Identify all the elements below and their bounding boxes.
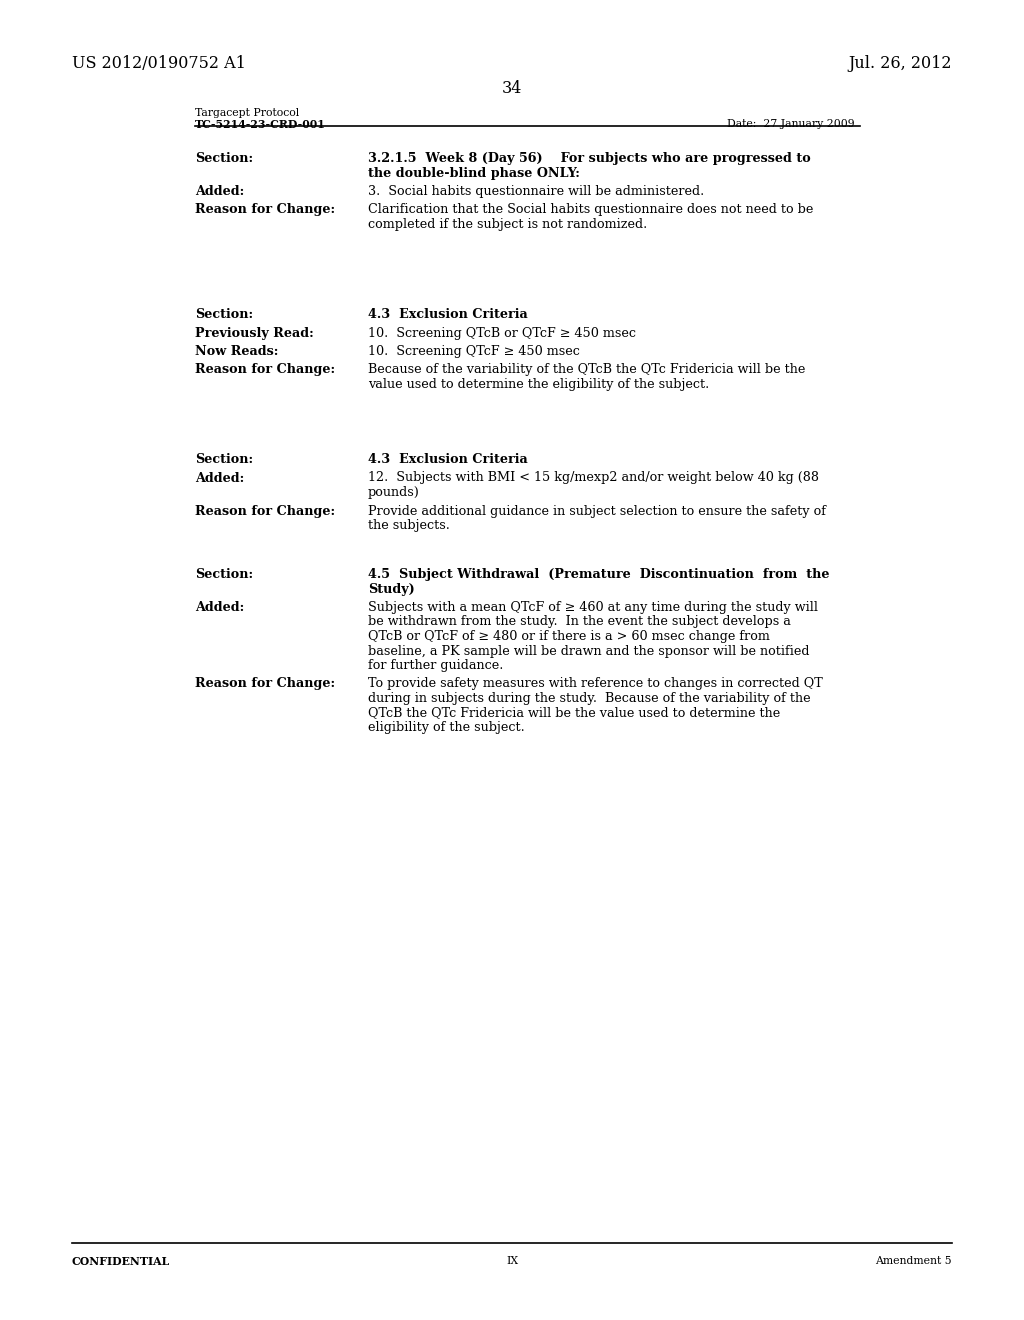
Text: Subjects with a mean QTcF of ≥ 460 at any time during the study will: Subjects with a mean QTcF of ≥ 460 at an… [368,601,818,614]
Text: Reason for Change:: Reason for Change: [195,677,335,690]
Text: 34: 34 [502,81,522,96]
Text: Clarification that the Social habits questionnaire does not need to be: Clarification that the Social habits que… [368,203,813,216]
Text: be withdrawn from the study.  In the event the subject develops a: be withdrawn from the study. In the even… [368,615,791,628]
Text: Study): Study) [368,582,415,595]
Text: Section:: Section: [195,568,253,581]
Text: 10.  Screening QTcF ≥ 450 msec: 10. Screening QTcF ≥ 450 msec [368,345,580,358]
Text: QTcB or QTcF of ≥ 480 or if there is a > 60 msec change from: QTcB or QTcF of ≥ 480 or if there is a >… [368,630,770,643]
Text: value used to determine the eligibility of the subject.: value used to determine the eligibility … [368,378,710,391]
Text: US 2012/0190752 A1: US 2012/0190752 A1 [72,55,246,73]
Text: Amendment 5: Amendment 5 [876,1257,952,1266]
Text: Now Reads:: Now Reads: [195,345,279,358]
Text: Reason for Change:: Reason for Change: [195,504,335,517]
Text: baseline, a PK sample will be drawn and the sponsor will be notified: baseline, a PK sample will be drawn and … [368,644,810,657]
Text: Provide additional guidance in subject selection to ensure the safety of: Provide additional guidance in subject s… [368,504,826,517]
Text: Added:: Added: [195,185,245,198]
Text: 3.  Social habits questionnaire will be administered.: 3. Social habits questionnaire will be a… [368,185,705,198]
Text: 4.5  Subject Withdrawal  (Premature  Discontinuation  from  the: 4.5 Subject Withdrawal (Premature Discon… [368,568,829,581]
Text: eligibility of the subject.: eligibility of the subject. [368,721,524,734]
Text: Section:: Section: [195,308,253,321]
Text: Added:: Added: [195,601,245,614]
Text: To provide safety measures with reference to changes in corrected QT: To provide safety measures with referenc… [368,677,822,690]
Text: the double-blind phase ONLY:: the double-blind phase ONLY: [368,166,580,180]
Text: Section:: Section: [195,152,253,165]
Text: 4.3  Exclusion Criteria: 4.3 Exclusion Criteria [368,453,527,466]
Text: Previously Read:: Previously Read: [195,326,313,339]
Text: IX: IX [506,1257,518,1266]
Text: QTcB the QTc Fridericia will be the value used to determine the: QTcB the QTc Fridericia will be the valu… [368,706,780,719]
Text: 12.  Subjects with BMI < 15 kg/mexp2 and/or weight below 40 kg (88: 12. Subjects with BMI < 15 kg/mexp2 and/… [368,471,819,484]
Text: during in subjects during the study.  Because of the variability of the: during in subjects during the study. Bec… [368,692,811,705]
Text: Targacept Protocol: Targacept Protocol [195,108,299,117]
Text: 10.  Screening QTcB or QTcF ≥ 450 msec: 10. Screening QTcB or QTcF ≥ 450 msec [368,326,636,339]
Text: 3.2.1.5  Week 8 (Day 56)    For subjects who are progressed to: 3.2.1.5 Week 8 (Day 56) For subjects who… [368,152,811,165]
Text: completed if the subject is not randomized.: completed if the subject is not randomiz… [368,218,647,231]
Text: CONFIDENTIAL: CONFIDENTIAL [72,1257,170,1267]
Text: for further guidance.: for further guidance. [368,659,504,672]
Text: 4.3  Exclusion Criteria: 4.3 Exclusion Criteria [368,308,527,321]
Text: Reason for Change:: Reason for Change: [195,203,335,216]
Text: TC-5214-23-CRD-001: TC-5214-23-CRD-001 [195,119,326,129]
Text: Because of the variability of the QTcB the QTc Fridericia will be the: Because of the variability of the QTcB t… [368,363,805,376]
Text: Date:  27 January 2009: Date: 27 January 2009 [727,119,855,129]
Text: Jul. 26, 2012: Jul. 26, 2012 [849,55,952,73]
Text: pounds): pounds) [368,486,420,499]
Text: Section:: Section: [195,453,253,466]
Text: the subjects.: the subjects. [368,519,450,532]
Text: Reason for Change:: Reason for Change: [195,363,335,376]
Text: Added:: Added: [195,471,245,484]
